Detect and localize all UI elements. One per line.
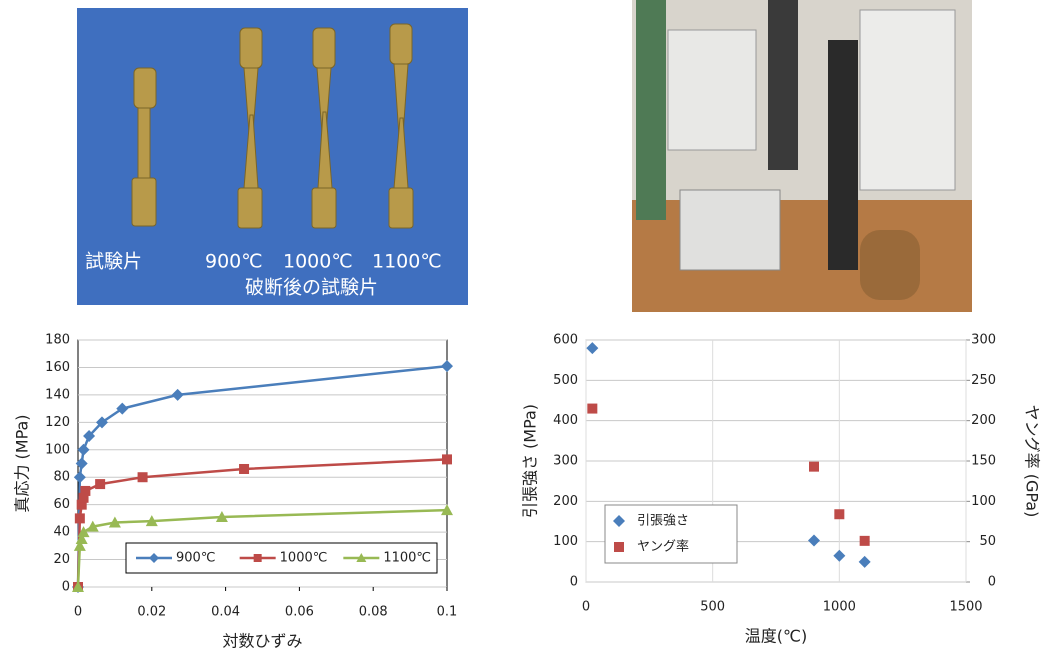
x-tick-label: 0.08 (359, 605, 388, 620)
x-tick-label: 0 (74, 605, 82, 620)
machine-photo (632, 0, 972, 312)
y-tick-label: 100 (553, 534, 578, 549)
photo-label: 1000℃ (283, 251, 353, 273)
y-tick-label: 140 (45, 387, 70, 402)
y-tick-label: 180 (45, 333, 70, 348)
y2-tick-label: 300 (971, 333, 996, 348)
y-axis-title: 真応力 (MPa) (13, 414, 32, 512)
y-tick-label: 400 (553, 413, 578, 428)
page: {"photos": {"labels": ["試験片", "900℃", "1… (0, 0, 1049, 655)
x-tick-label: 0.02 (137, 605, 166, 620)
legend-label: 900℃ (176, 551, 215, 566)
y2-tick-label: 250 (971, 373, 996, 388)
x-tick-label: 0.04 (211, 605, 240, 620)
marker (442, 454, 452, 464)
y2-tick-label: 50 (979, 534, 996, 549)
y-tick-label: 0 (62, 580, 70, 595)
marker (587, 404, 597, 414)
legend-label: 引張強さ (637, 514, 689, 529)
specimen-photo: 試験片 900℃ 1000℃ 1100℃ 破断後の試験片 (77, 8, 468, 305)
y-tick-label: 100 (45, 442, 70, 457)
figure: 試験片 900℃ 1000℃ 1100℃ 破断後の試験片 0 20 40 60 80 10… (0, 0, 1049, 655)
marker (254, 554, 262, 562)
y-tick-label: 200 (553, 494, 578, 509)
photo-label: 1100℃ (372, 251, 442, 273)
marker (138, 472, 148, 482)
y-tick-label: 500 (553, 373, 578, 388)
y-tick-label: 120 (45, 415, 70, 430)
x-tick-label: 1000 (823, 600, 856, 615)
x-tick-label: 0.06 (285, 605, 314, 620)
marker (95, 479, 105, 489)
x-tick-label: 0.1 (437, 605, 458, 620)
marker (75, 513, 85, 523)
y2-axis-title: ヤング率 (GPa) (1023, 405, 1042, 518)
legend-label: 1000℃ (280, 551, 328, 566)
photo-caption: 破断後の試験片 (245, 277, 378, 299)
y2-tick-label: 150 (971, 454, 996, 469)
marker (614, 542, 624, 552)
x-tick-label: 0 (582, 600, 590, 615)
y-tick-label: 20 (53, 552, 70, 567)
y-tick-label: 40 (53, 525, 70, 540)
photo-label: 試験片 (85, 251, 142, 273)
legend-label: ヤング率 (637, 539, 689, 555)
y2-tick-label: 100 (971, 494, 996, 509)
marker (80, 486, 90, 496)
y-tick-label: 0 (570, 575, 578, 590)
y-tick-label: 300 (553, 454, 578, 469)
y-tick-label: 600 (553, 333, 578, 348)
marker (239, 464, 249, 474)
y2-tick-label: 200 (971, 413, 996, 428)
x-axis-title: 温度(℃) (745, 627, 807, 646)
y-tick-label: 160 (45, 360, 70, 375)
y-tick-label: 60 (53, 497, 70, 512)
marker (809, 462, 819, 472)
x-tick-label: 500 (700, 600, 725, 615)
marker (834, 509, 844, 519)
y2-tick-label: 0 (988, 575, 996, 590)
y-tick-label: 80 (53, 470, 70, 485)
photo-label: 900℃ (205, 251, 263, 273)
x-axis-title: 対数ひずみ (222, 632, 302, 651)
y-axis-title: 引張強さ (MPa) (521, 404, 540, 518)
marker (860, 536, 870, 546)
legend-label: 1100℃ (383, 551, 431, 566)
x-tick-label: 1500 (949, 600, 982, 615)
